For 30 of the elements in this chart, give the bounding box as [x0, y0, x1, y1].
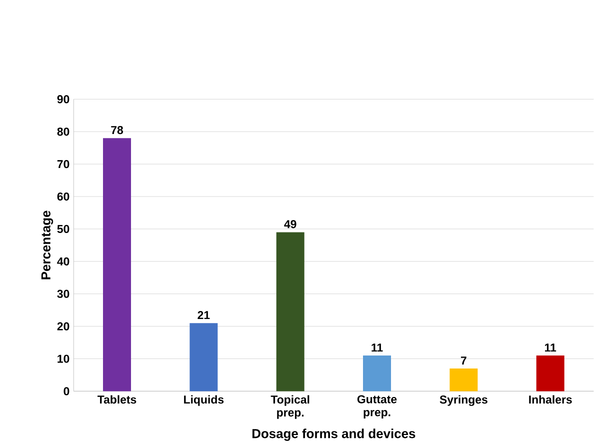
- y-tick-label: 90: [57, 95, 70, 104]
- x-tick-label: Inhalers: [529, 395, 572, 404]
- y-tick-label: 80: [57, 128, 70, 136]
- y-tick-label: 60: [57, 192, 70, 201]
- bar: [450, 368, 478, 392]
- bar: [536, 356, 564, 392]
- y-tick-label: 40: [57, 258, 70, 266]
- x-tick-label: Topical prep.: [270, 395, 310, 420]
- x-tick-label: Syringes: [440, 395, 488, 406]
- y-tick-label: 0: [64, 387, 70, 396]
- data-label: 21: [198, 311, 210, 320]
- data-label: 11: [372, 344, 383, 352]
- bar: [190, 323, 218, 392]
- bar: [103, 138, 132, 392]
- y-tick-label: 30: [57, 290, 70, 298]
- data-label: 7: [460, 356, 466, 365]
- x-tick-label: Tablets: [98, 395, 136, 404]
- bar: [363, 356, 392, 392]
- x-tick-label: Liquids: [184, 395, 224, 406]
- x-axis-title: Dosage forms and devices: [252, 428, 416, 441]
- bar: [276, 232, 304, 392]
- data-label: 11: [544, 344, 556, 352]
- data-label: 78: [111, 126, 124, 134]
- y-axis-title: Percentage: [41, 210, 54, 280]
- y-tick-label: 50: [57, 225, 70, 234]
- data-label: 49: [284, 220, 296, 228]
- x-tick-label: Guttate prep.: [357, 395, 397, 419]
- y-tick-label: 10: [58, 354, 70, 363]
- y-tick-label: 20: [57, 322, 70, 331]
- y-tick-label: 70: [57, 160, 70, 168]
